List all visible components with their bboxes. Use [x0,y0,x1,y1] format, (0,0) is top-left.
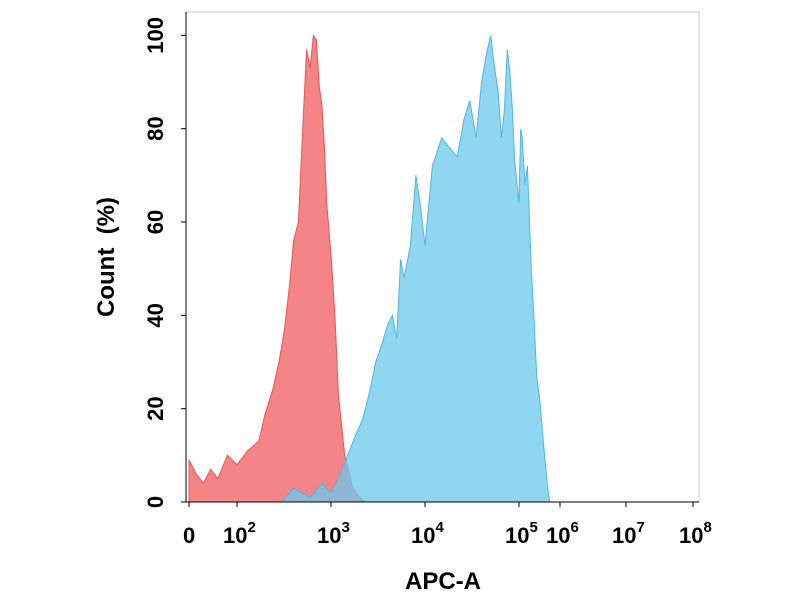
histogram-series-1 [188,33,367,503]
x-tick-label: 0 [183,523,195,548]
y-ticks: 0 20 40 60 80 100 [143,17,186,508]
y-tick-label: 60 [143,210,168,234]
x-tick-label: 106 [546,519,579,548]
x-tick-label: 105 [505,519,538,548]
y-tick-label: 100 [143,17,168,54]
x-tick-label: 104 [411,519,444,548]
y-tick-label: 0 [143,496,168,508]
y-tick-label: 40 [143,303,168,327]
plot-area: 0 102 103 104 105 106 107 108 0 20 40 60 80 100 [143,11,712,548]
y-tick-label: 80 [143,116,168,140]
x-tick-label: 102 [223,519,256,548]
histogram-series-2 [280,35,551,503]
series-layer [188,33,551,503]
y-axis-title: Count (%) [93,197,120,317]
x-axis-title: APC-A [405,568,481,595]
x-tick-label: 107 [612,519,645,548]
y-tick-label: 20 [143,396,168,420]
x-tick-label: 108 [679,519,712,548]
x-tick-label: 103 [317,519,350,548]
x-ticks: 0 102 103 104 105 106 107 108 [183,502,712,548]
